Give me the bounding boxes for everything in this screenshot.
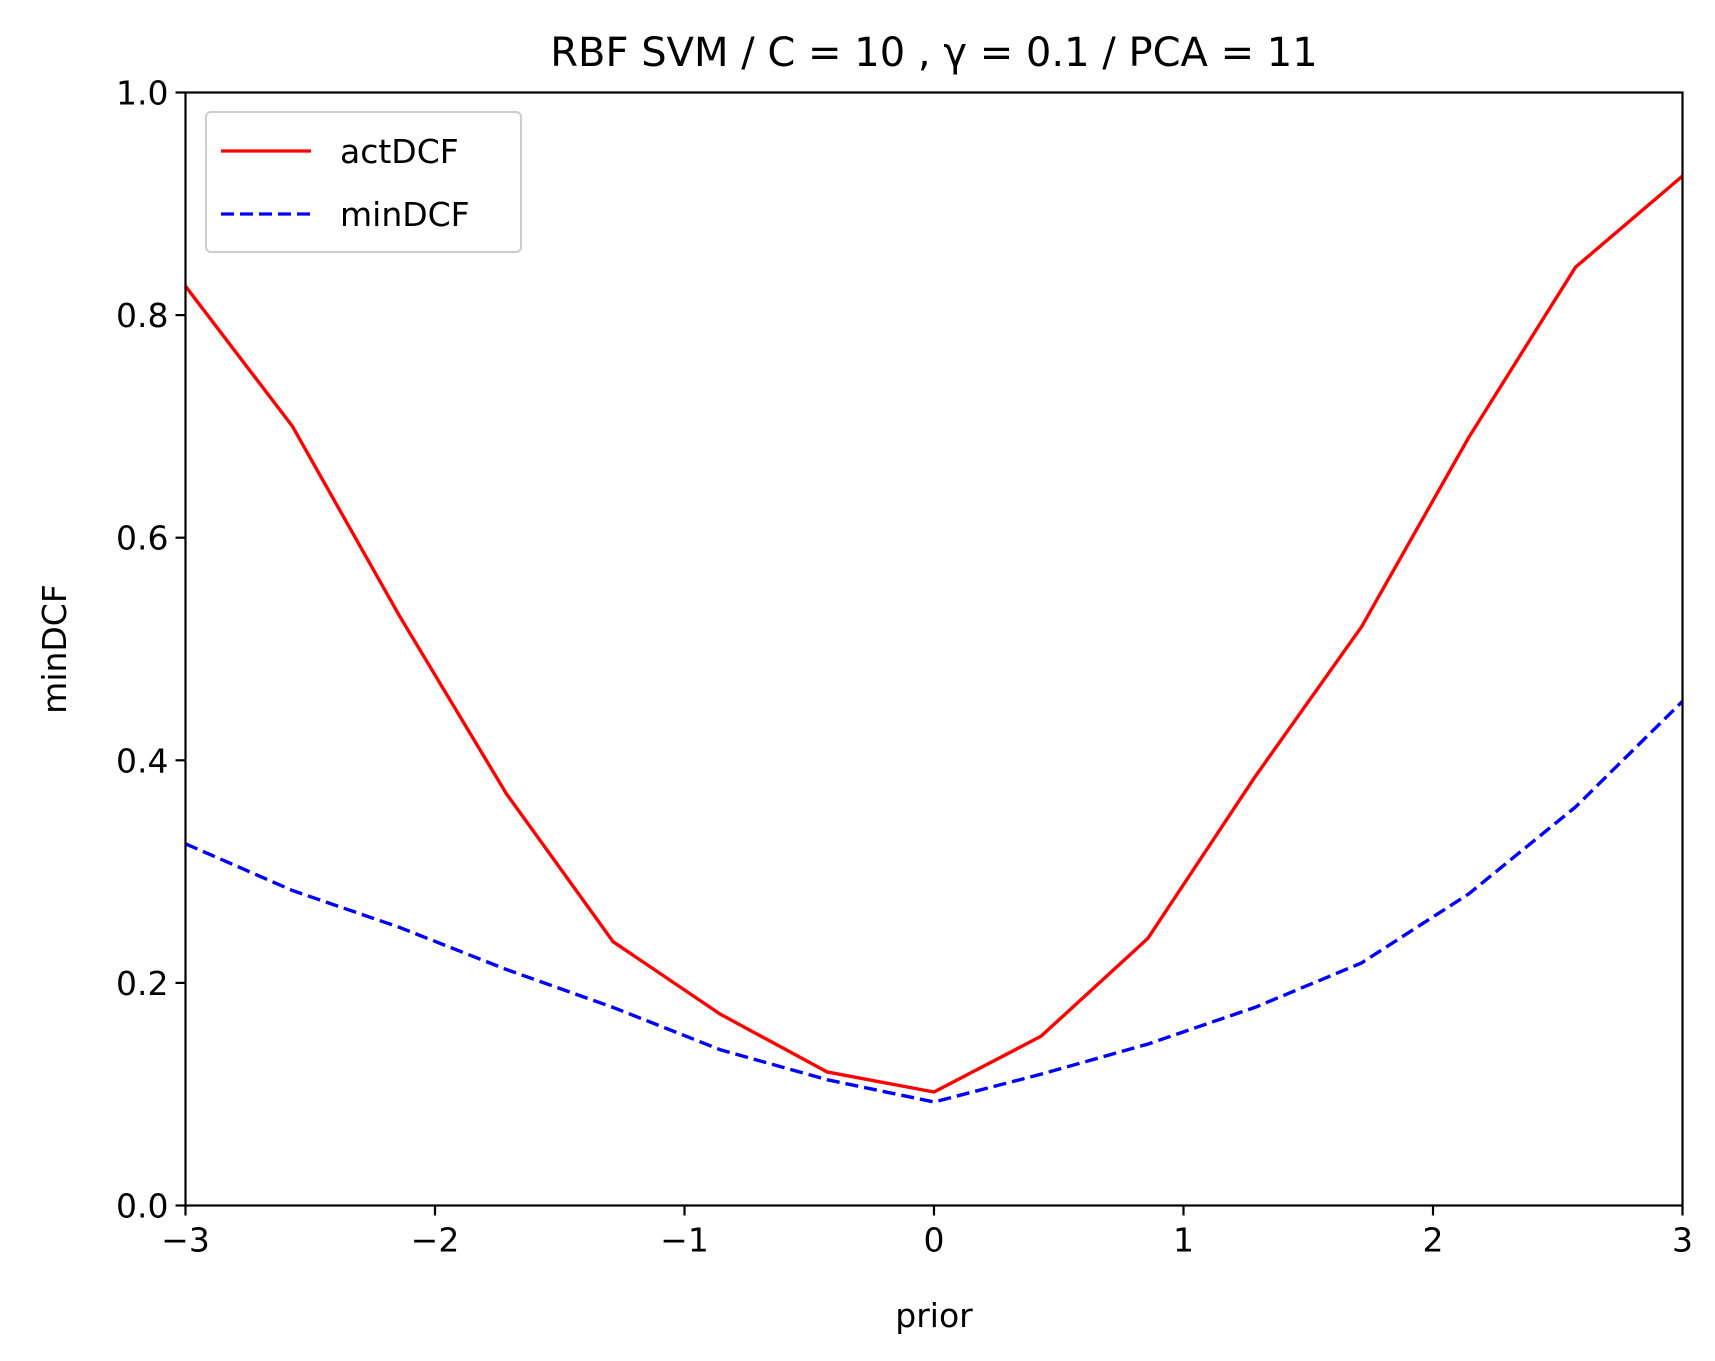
y-tick-label: 1.0 — [116, 74, 168, 113]
y-tick-label: 0.8 — [116, 296, 168, 335]
chart-title: RBF SVM / C = 10 , γ = 0.1 / PCA = 11 — [550, 30, 1317, 76]
y-tick-label: 0.4 — [116, 741, 168, 780]
x-tick-label: 0 — [924, 1221, 945, 1260]
legend-box — [205, 111, 522, 253]
x-tick-label: −3 — [161, 1221, 210, 1260]
y-axis-label: minDCF — [35, 584, 74, 714]
x-tick-label: −1 — [660, 1221, 709, 1260]
y-tick-label: 0.2 — [116, 964, 168, 1003]
y-axis-ticks: 0.0 0.2 0.4 0.6 0.8 1.0 — [116, 74, 186, 1226]
x-tick-label: 1 — [1173, 1221, 1194, 1260]
plot-frame — [184, 91, 1684, 1207]
legend: actDCF minDCF — [205, 111, 522, 253]
legend-label-mindcf: minDCF — [340, 195, 470, 234]
series-line-actdcf — [184, 174, 1684, 1094]
legend-label-actdcf: actDCF — [340, 132, 459, 171]
y-tick-label: 0.6 — [116, 519, 168, 558]
y-tick-label: 0.0 — [116, 1187, 168, 1226]
x-tick-label: 2 — [1423, 1221, 1444, 1260]
x-axis-label: prior — [895, 1296, 973, 1335]
x-axis-ticks: −3 −2 −1 0 1 2 3 — [161, 1205, 1693, 1260]
series-layer — [184, 174, 1684, 1104]
x-tick-label: −2 — [411, 1221, 460, 1260]
x-tick-label: 3 — [1672, 1221, 1693, 1260]
series-line-mindcf — [184, 700, 1684, 1104]
